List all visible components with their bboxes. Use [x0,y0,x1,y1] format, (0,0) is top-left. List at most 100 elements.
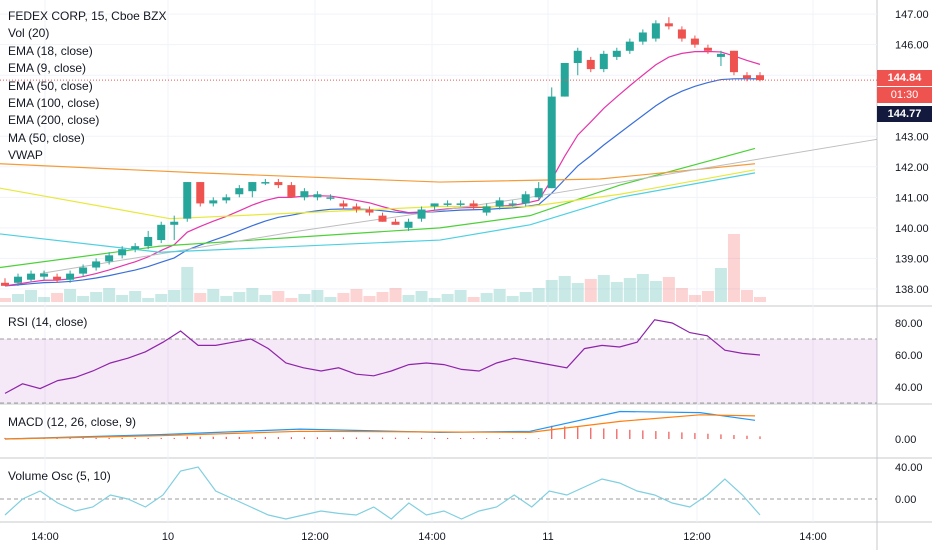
ema100-line [0,169,756,220]
price-tick-label: 141.00 [895,192,929,204]
volume-bar [688,295,701,302]
volume-bar [168,290,181,302]
time-tick-label: 11 [542,531,553,543]
price-tick-label: 138.00 [895,284,929,296]
time-tick-label: 10 [162,531,174,543]
candle-body [287,185,296,198]
candle-body [326,197,335,199]
candle-body [183,182,192,219]
price-tick-label: 142.00 [895,162,929,174]
price-tick-label: 143.00 [895,131,929,143]
candle-body [14,276,23,283]
volume-bar [649,281,662,302]
volume-bar [584,279,597,302]
volume-bar [714,268,727,302]
legend-ma50: MA (50, close) [8,130,85,145]
legend-ema200: EMA (200, close) [8,113,100,128]
macd-signal-line [4,414,756,440]
price-tick-label: 139.00 [895,253,929,265]
candle-body [378,215,387,222]
volume-bar [727,234,740,302]
candle-body [586,59,595,70]
candle-body [144,237,153,247]
candle-body [222,197,231,201]
ema18-line [4,78,761,287]
candle-body [638,32,647,42]
ema-tag: 144.77 [877,106,932,122]
candle-body [703,47,712,51]
legend-ema9: EMA (9, close) [8,61,87,76]
price-tick-label: 146.00 [895,40,929,52]
volume-bar [272,291,285,302]
rsi-band [0,339,877,403]
volume-bar [311,290,324,302]
volume-bar [376,292,389,302]
candle-body [495,200,504,207]
osc-tick-label: 0.00 [895,494,916,506]
time-tick-label: 14:00 [799,531,827,543]
candle-body [599,53,608,70]
volume-bar [623,278,636,302]
volume-bar [428,298,441,302]
volume-bar [0,298,11,302]
volume-bar [337,293,350,302]
candle-body [625,41,634,51]
volume-bar [298,294,311,302]
legend-ema50: EMA (50, close) [8,78,93,93]
volume-bar [519,292,532,302]
rsi-tick-label: 80.00 [895,318,923,330]
price-tick-label: 140.00 [895,223,929,235]
macd-label: MACD (12, 26, close, 9) [8,415,137,429]
volume-bar [181,267,194,302]
rsi-tick-label: 40.00 [895,382,923,394]
main-legend: FEDEX CORP, 15, Cboe BZX Vol (20) EMA (1… [8,8,167,165]
volume-bar [675,288,688,302]
candle-body [664,23,673,27]
candle-body [677,29,686,39]
time-tick-label: 12:00 [301,531,329,543]
candle-body [469,203,478,207]
volume-bar [441,294,454,302]
vwap-line [0,172,756,253]
candle-body [352,206,361,210]
volume-bar [220,296,233,302]
volume-bar [90,292,103,302]
volume-bar [545,280,558,302]
osc-tick-label: 40.00 [895,462,923,474]
volume-bar [64,289,77,302]
volume-bar [454,290,467,302]
volume-bar [610,282,623,302]
candle-body [209,200,218,204]
volume-bar [532,288,545,302]
volume-bar [77,296,90,302]
volume-bar [558,276,571,302]
volume-osc-line [4,466,761,520]
volume-bar [155,294,168,302]
time-tick-label: 12:00 [683,531,711,543]
volume-bar [493,289,506,302]
candle-body [53,276,62,280]
candle-body [430,203,439,207]
candle-body [235,188,244,195]
volume-bar [142,298,155,302]
volume-bar [701,291,714,302]
volume-bar [662,277,675,302]
volume-bar [402,295,415,302]
candle-body [66,273,75,280]
candle-body [417,209,426,219]
candle-body [391,221,400,225]
candle-body [261,182,270,184]
volume-bar [116,295,129,302]
candle-body [170,221,179,225]
volume-bar [103,288,116,302]
candle-body [118,249,127,256]
candle-body [365,209,374,213]
candle-body [92,261,101,268]
legend-title: FEDEX CORP, 15, Cboe BZX [8,9,167,23]
volume-bar [740,290,753,302]
candle-body [27,273,36,280]
legend-ema18: EMA (18, close) [8,43,93,58]
candle-body [339,203,348,207]
candle-body [547,96,556,189]
volume-bar [246,288,259,302]
